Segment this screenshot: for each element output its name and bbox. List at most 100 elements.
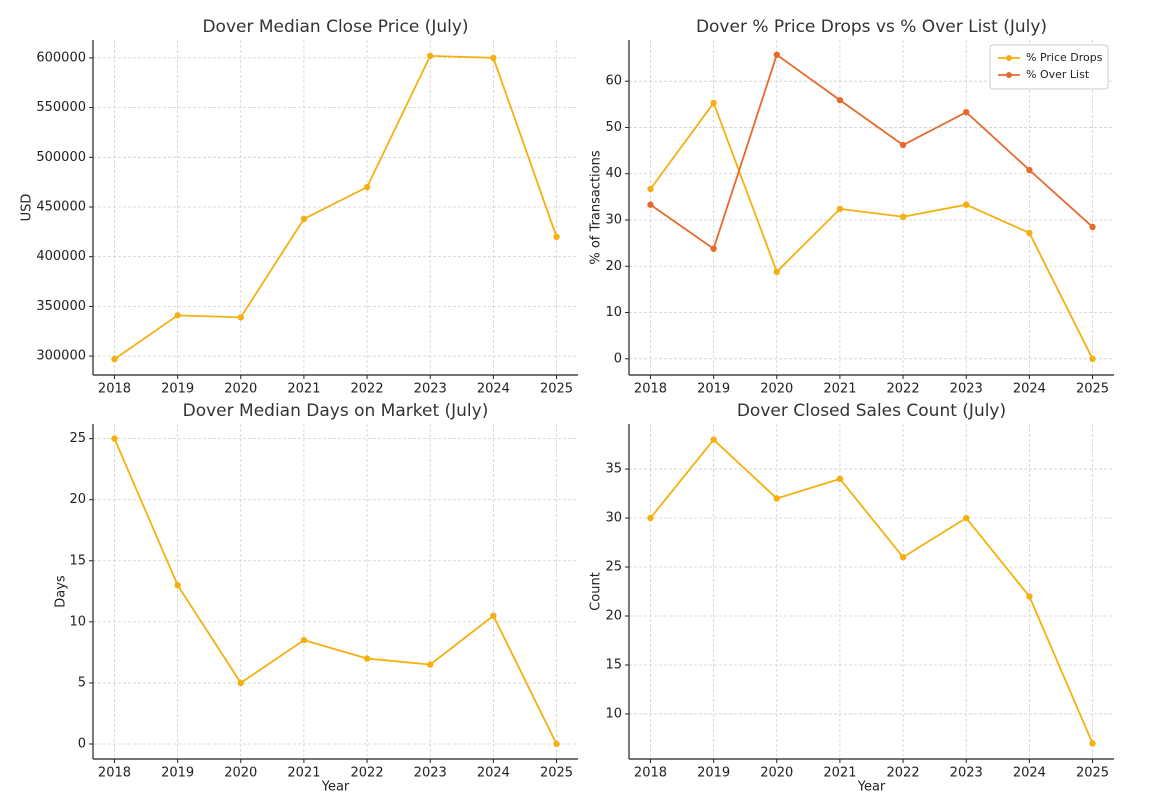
x-tick-label: 2018 [634,382,667,397]
x-axis-label: Year [857,780,886,795]
data-point [1026,229,1033,237]
x-tick-label: 2024 [477,382,510,397]
series-line [649,101,1094,360]
chart-title: Dover % Price Drops vs % Over List (July… [696,17,1047,37]
data-point [1089,355,1096,363]
data-point [647,201,654,208]
data-point [773,51,780,59]
x-tick-label: 2018 [98,766,131,781]
y-tick-label: 400000 [36,249,86,264]
y-tick-label: 10 [69,614,86,629]
x-tick-label: 2019 [697,382,730,397]
series-line [649,53,1094,251]
x-tick-label: 2021 [287,766,320,781]
legend-marker [1006,55,1012,61]
x-tick-label: 2018 [634,766,667,781]
data-point [363,655,371,662]
data-point [363,183,371,191]
x-tick-label: 2023 [414,766,447,781]
x-tick-label: 2025 [1076,766,1109,781]
data-point [836,96,844,104]
data-point [899,213,907,220]
y-axis-label: USD [20,194,35,222]
x-tick-label: 2023 [950,766,983,781]
y-tick-label: 0 [614,351,622,366]
legend-box [989,44,1109,90]
x-tick-label: 2022 [351,766,384,781]
y-tick-label: 50 [605,120,622,135]
data-point [427,52,434,60]
data-point [111,435,118,442]
x-tick-label: 2020 [224,382,257,397]
data-point [237,314,244,321]
y-tick-label: 550000 [36,100,86,115]
x-tick-label: 2022 [887,766,920,781]
data-point [111,355,118,363]
series-line [649,438,1094,744]
y-tick-label: 5 [78,675,86,690]
data-point [899,554,907,561]
x-tick-label: 2021 [823,766,856,781]
series-line [113,54,558,360]
x-axis-label: Year [321,780,350,795]
x-tick-label: 2023 [950,382,983,397]
data-point [773,495,780,502]
data-point [300,636,308,644]
x-tick-label: 2022 [887,382,920,397]
legend-label: % Price Drops [1026,51,1103,64]
y-tick-label: 25 [605,560,622,575]
data-point [899,141,907,149]
y-tick-label: 40 [605,166,622,181]
data-point [1026,166,1033,174]
data-point [710,245,717,252]
x-tick-label: 2025 [1076,382,1109,397]
y-tick-label: 30 [605,511,622,526]
y-tick-label: 300000 [36,349,86,364]
x-tick-label: 2021 [287,382,320,397]
data-point [1089,223,1096,231]
x-tick-label: 2025 [540,382,573,397]
data-point [963,514,970,522]
data-point [553,740,560,748]
x-tick-label: 2024 [1013,766,1046,781]
data-point [174,582,181,589]
data-point [490,54,497,62]
data-point [963,201,970,208]
y-tick-label: 15 [69,553,86,568]
y-tick-label: 15 [605,657,622,672]
data-point [773,268,780,276]
data-point [836,475,844,483]
y-tick-label: 500000 [36,150,86,165]
legend-label: % Over List [1026,68,1090,81]
data-point [710,99,717,107]
x-tick-label: 2019 [161,382,194,397]
x-tick-label: 2020 [224,766,257,781]
x-tick-label: 2023 [414,382,447,397]
y-axis-label: Count [589,572,604,611]
data-point [427,661,434,668]
y-tick-label: 35 [605,462,622,477]
chart-title: Dover Median Days on Market (July) [183,401,489,421]
y-tick-label: 20 [605,259,622,274]
y-axis-label: % of Transactions [589,150,604,265]
y-tick-label: 30 [605,212,622,227]
y-tick-label: 0 [78,736,86,751]
y-tick-label: 450000 [36,200,86,215]
data-point [300,215,308,223]
y-tick-label: 350000 [36,299,86,314]
y-tick-label: 20 [69,492,86,507]
chart-title: Dover Median Close Price (July) [202,17,468,37]
x-tick-label: 2025 [540,766,573,781]
x-tick-label: 2022 [351,382,384,397]
chart-title: Dover Closed Sales Count (July) [737,401,1006,421]
x-tick-label: 2020 [760,382,793,397]
data-point [647,514,654,522]
data-point [1026,593,1033,600]
y-tick-label: 10 [605,305,622,320]
y-tick-label: 60 [605,74,622,89]
x-tick-label: 2020 [760,766,793,781]
legend-marker [1006,72,1012,78]
series-line [113,438,558,745]
data-point [490,612,497,619]
